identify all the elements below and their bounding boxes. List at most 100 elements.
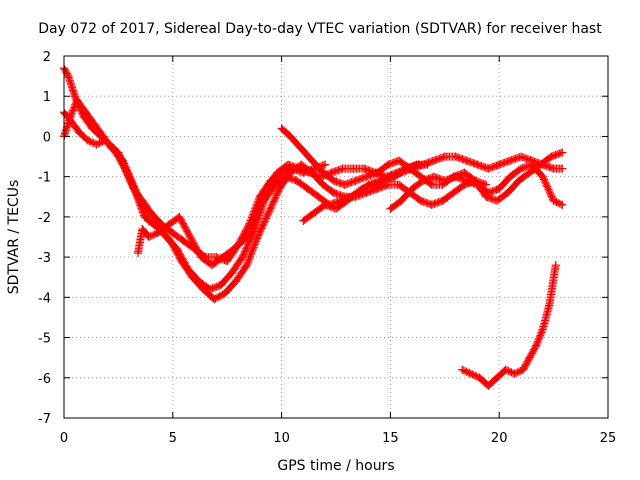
data-point [429, 172, 438, 181]
data-point [332, 204, 340, 213]
x-axis-label: GPS time / hours [277, 458, 394, 474]
x-tick-label: 20 [491, 431, 508, 446]
data-point [460, 168, 469, 177]
data-point [538, 172, 547, 181]
y-tick-label: -1 [38, 171, 51, 186]
data-point [419, 176, 428, 185]
data-point [188, 273, 197, 282]
data-point [305, 168, 314, 177]
data-point [70, 92, 79, 101]
data-point [227, 269, 236, 278]
data-point [329, 176, 338, 185]
data-point [373, 168, 382, 177]
data-point [558, 164, 567, 173]
data-point [127, 176, 136, 185]
data-point [438, 196, 447, 205]
data-point [462, 156, 471, 165]
data-point [558, 148, 567, 157]
data-point [221, 289, 230, 298]
data-point [242, 261, 251, 270]
data-point [547, 152, 556, 161]
data-point [264, 180, 273, 189]
series-arc-6 [299, 152, 567, 225]
data-point [466, 369, 475, 378]
x-tick-label: 25 [600, 431, 617, 446]
data-point [110, 144, 119, 153]
data-point [338, 164, 347, 173]
data-point [408, 164, 417, 173]
data-point [427, 200, 436, 209]
data-point [495, 160, 504, 169]
grid-lines [64, 56, 608, 418]
data-point [449, 188, 458, 197]
data-point [299, 216, 308, 225]
data-point [451, 172, 460, 181]
data-point [510, 369, 519, 378]
data-point [264, 208, 273, 217]
y-axis-label: SDTVAR / TECUs [6, 180, 22, 295]
x-tick-label: 5 [169, 431, 177, 446]
data-point [229, 245, 238, 254]
data-point [495, 184, 504, 193]
data-point [88, 124, 97, 133]
data-point [503, 188, 512, 197]
data-point [397, 168, 406, 177]
data-point [175, 212, 184, 221]
data-point [255, 200, 264, 209]
y-tick-label: 0 [43, 130, 51, 145]
data-point [292, 176, 301, 185]
data-point [210, 295, 219, 304]
data-point [238, 253, 247, 262]
data-point [360, 164, 369, 173]
data-point [199, 285, 208, 294]
data-point [516, 164, 525, 173]
data-point [177, 257, 186, 266]
data-point [427, 180, 436, 189]
data-point [525, 168, 534, 177]
data-point [153, 228, 162, 237]
data-point [397, 196, 406, 205]
data-point [351, 176, 360, 185]
data-point [384, 180, 393, 189]
data-point [473, 180, 482, 189]
y-tick-label: -5 [38, 332, 51, 347]
data-point [538, 325, 547, 334]
data-point [101, 136, 110, 145]
data-point [538, 160, 547, 169]
data-point [308, 156, 317, 165]
data-point [253, 233, 262, 241]
axis-ticks: 0 5 10 15 20 25 -7 -6 -5 -4 -3 -2 -1 0 1 2 [38, 50, 616, 446]
data-point [395, 156, 404, 165]
data-point [493, 196, 502, 205]
data-point [231, 277, 240, 286]
data-point [384, 160, 393, 169]
data-point [549, 164, 558, 173]
data-point [516, 152, 525, 161]
data-point [519, 365, 528, 374]
data-point [501, 365, 510, 374]
data-point [166, 237, 175, 246]
data-point [386, 172, 395, 181]
y-tick-label: -2 [38, 211, 51, 226]
data-point [218, 253, 227, 262]
data-point [416, 196, 425, 205]
data-point [321, 160, 330, 169]
data-point [318, 180, 327, 189]
data-point [353, 188, 362, 197]
data-point [186, 233, 195, 241]
data-point [484, 188, 493, 197]
data-point [247, 228, 256, 237]
data-point [79, 112, 88, 121]
chart-title: Day 072 of 2017, Sidereal Day-to-day VTE… [38, 21, 602, 37]
data-markers [60, 64, 567, 390]
series-arc-5 [277, 124, 567, 205]
data-point [136, 196, 145, 205]
data-point [286, 132, 295, 141]
data-point [83, 136, 92, 145]
data-point [179, 237, 188, 246]
data-point [475, 373, 484, 382]
data-point [525, 353, 534, 362]
data-point [284, 160, 293, 169]
data-point [549, 196, 558, 205]
